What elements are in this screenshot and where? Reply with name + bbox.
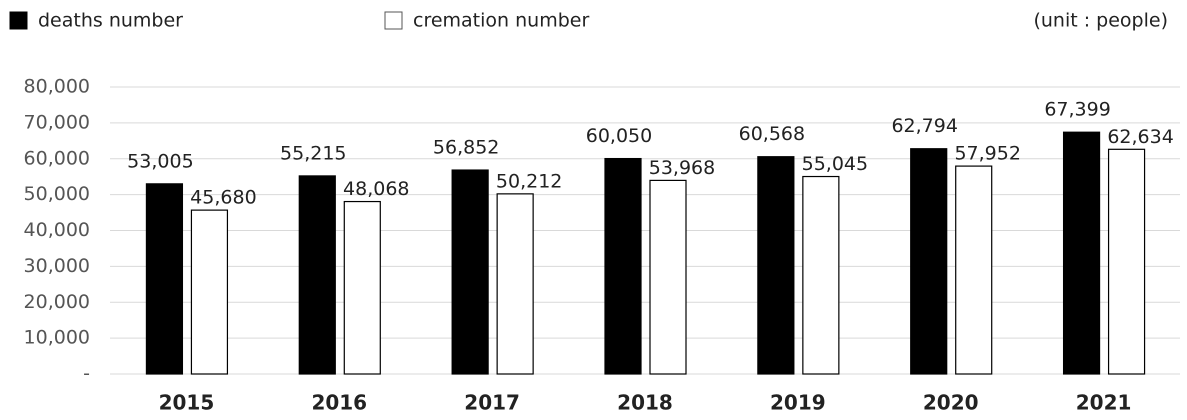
value-label: 62,794 bbox=[891, 115, 957, 137]
y-tick-label: 70,000 bbox=[24, 111, 90, 133]
value-label: 53,005 bbox=[127, 150, 193, 172]
value-label: 53,968 bbox=[649, 157, 715, 179]
bar bbox=[802, 175, 840, 375]
bar bbox=[649, 179, 687, 375]
bar bbox=[451, 169, 489, 375]
unit-note: (unit : people) bbox=[1033, 10, 1168, 32]
legend-swatch bbox=[384, 11, 403, 30]
value-label: 56,852 bbox=[433, 137, 499, 159]
y-tick-label: 20,000 bbox=[24, 291, 90, 313]
bar bbox=[955, 165, 993, 375]
value-label: 50,212 bbox=[496, 170, 562, 192]
value-label: 55,045 bbox=[802, 153, 868, 175]
value-label: 60,050 bbox=[586, 125, 652, 147]
y-tick-label: 40,000 bbox=[24, 219, 90, 241]
value-label: 45,680 bbox=[190, 187, 256, 209]
legend-swatch bbox=[9, 11, 28, 30]
value-label: 48,068 bbox=[343, 178, 409, 200]
bar bbox=[298, 175, 336, 375]
legend-label: cremation number bbox=[413, 10, 589, 32]
y-tick-label: - bbox=[83, 363, 90, 385]
value-label: 62,634 bbox=[1107, 126, 1173, 148]
bar bbox=[190, 209, 229, 375]
x-tick-label: 2018 bbox=[617, 391, 673, 415]
y-tick-label: 30,000 bbox=[24, 255, 90, 277]
bar bbox=[757, 156, 795, 375]
x-tick-label: 2016 bbox=[311, 391, 367, 415]
x-tick-label: 2017 bbox=[464, 391, 520, 415]
value-label: 57,952 bbox=[954, 143, 1020, 165]
x-tick-label: 2015 bbox=[159, 391, 215, 415]
legend-label: deaths number bbox=[38, 10, 183, 32]
x-tick-label: 2019 bbox=[770, 391, 826, 415]
bar bbox=[496, 193, 534, 375]
y-tick-label: 50,000 bbox=[24, 183, 90, 205]
value-label: 55,215 bbox=[280, 142, 346, 164]
bar bbox=[343, 200, 381, 375]
bar bbox=[1107, 148, 1146, 375]
x-tick-label: 2021 bbox=[1076, 391, 1132, 415]
bar bbox=[145, 183, 184, 375]
bar bbox=[910, 148, 948, 375]
value-label: 67,399 bbox=[1044, 99, 1110, 121]
bar bbox=[1062, 131, 1101, 375]
value-label: 60,568 bbox=[739, 123, 805, 145]
bar bbox=[604, 157, 642, 375]
y-tick-label: 60,000 bbox=[24, 147, 90, 169]
x-tick-label: 2020 bbox=[923, 391, 979, 415]
y-tick-label: 10,000 bbox=[24, 327, 90, 349]
y-tick-label: 80,000 bbox=[24, 76, 90, 98]
